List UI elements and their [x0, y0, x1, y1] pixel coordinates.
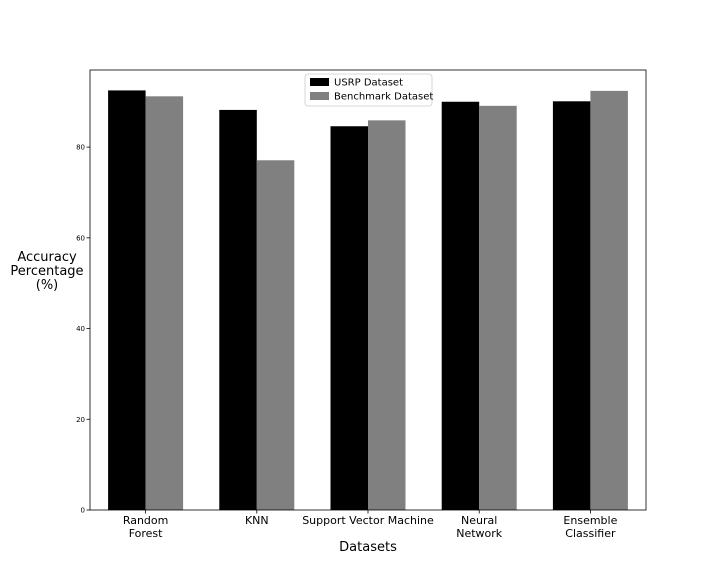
x-axis-ticks: Random Forest KNN Support Vector Machine Neu…: [123, 510, 618, 540]
legend-box: [304, 73, 433, 107]
x-tick-label: Support Vector Machine: [302, 514, 434, 527]
bar-benchmark-1: [256, 160, 295, 510]
bar-benchmark-3: [479, 105, 517, 510]
bar-usrp-3: [441, 101, 480, 511]
bars-group: [108, 90, 628, 511]
legend-swatch: [310, 92, 329, 100]
legend-swatch: [310, 78, 329, 86]
legend: USRP Dataset Benchmark Dataset: [304, 73, 433, 107]
bar-usrp-2: [330, 126, 368, 510]
x-tick-label: Ensemble Classifier: [563, 514, 617, 540]
bar-benchmark-0: [145, 96, 184, 511]
bar-usrp-0: [108, 90, 146, 511]
x-tick-label: KNN: [245, 514, 269, 527]
legend-label: USRP Dataset: [334, 78, 403, 89]
y-axis-ticks: 0 20 40 60 80: [76, 144, 90, 515]
bar-usrp-1: [219, 109, 257, 510]
y-tick-label: 20: [76, 416, 85, 424]
bar-benchmark-4: [590, 90, 628, 511]
x-tick-label: Random Forest: [123, 514, 169, 540]
y-tick-label: 80: [76, 144, 85, 152]
bar-usrp-4: [552, 101, 591, 511]
y-tick-label: 0: [81, 507, 85, 515]
bar-benchmark-2: [368, 120, 406, 510]
y-tick-label: 40: [76, 325, 85, 333]
y-axis-title: Accuracy Percentage (%): [10, 250, 83, 293]
y-axis-title-text: Accuracy Percentage (%): [10, 250, 83, 293]
x-axis-title: Datasets: [339, 540, 397, 555]
legend-label: Benchmark Dataset: [334, 92, 433, 103]
x-tick-label: Neural Network: [456, 514, 503, 540]
y-tick-label: 60: [76, 234, 85, 242]
